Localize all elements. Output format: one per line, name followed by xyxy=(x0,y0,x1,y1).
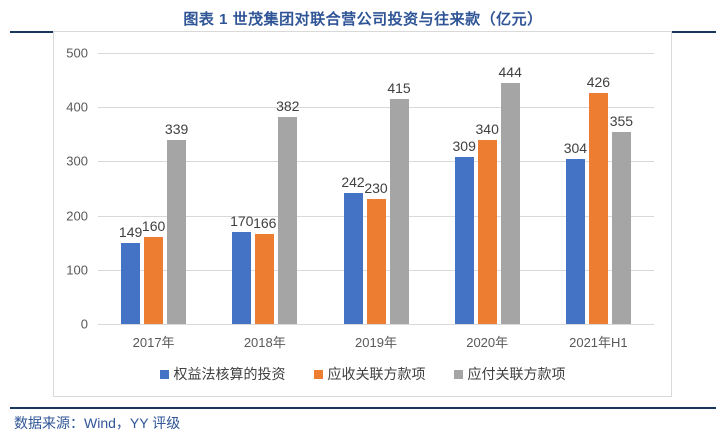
source-note: 数据来源：Wind，YY 评级 xyxy=(14,415,181,431)
value-label: 160 xyxy=(141,218,166,235)
chart-area: 0 100 200 300 400 500 2017年 149 160 339 2018年 170 16… xyxy=(53,31,672,397)
bar-应收关联方款项-2018年 xyxy=(255,234,275,324)
value-label: 444 xyxy=(498,64,522,81)
gridline xyxy=(98,107,654,109)
bar-权益法核算的投资-2020年 xyxy=(454,156,474,324)
chart-legend: 权益法核算的投资 应收关联方款项 应付关联方款项 xyxy=(54,364,671,384)
x-axis-tick-label: 2021年H1 xyxy=(569,335,628,350)
legend-item-equity-investment: 权益法核算的投资 xyxy=(159,364,286,384)
bar-权益法核算的投资-2017年 xyxy=(121,243,141,324)
x-axis-tick-label: 2019年 xyxy=(355,335,397,350)
bar-应付关联方款项-2020年 xyxy=(500,83,520,324)
value-label: 339 xyxy=(164,121,189,138)
legend-swatch-blue-icon xyxy=(159,369,169,379)
value-label: 304 xyxy=(563,140,588,157)
legend-item-receivables: 应收关联方款项 xyxy=(313,364,426,384)
legend-item-payables: 应付关联方款项 xyxy=(453,364,566,384)
bar-应收关联方款项-2017年 xyxy=(144,237,164,324)
value-label: 149 xyxy=(118,224,143,241)
gridline xyxy=(98,324,654,325)
bar-应付关联方款项-2021年H1 xyxy=(611,131,631,324)
value-label: 230 xyxy=(364,180,388,197)
bar-权益法核算的投资-2021年H1 xyxy=(565,159,585,324)
gridline xyxy=(98,161,654,163)
y-axis-tick-label: 200 xyxy=(66,208,88,224)
value-label: 415 xyxy=(387,80,411,97)
legend-label: 权益法核算的投资 xyxy=(173,366,286,382)
bottom-rule xyxy=(10,407,716,409)
bar-权益法核算的投资-2018年 xyxy=(232,231,252,324)
value-label: 170 xyxy=(230,212,254,229)
x-axis-tick-label: 2017年 xyxy=(132,335,175,350)
legend-swatch-orange-icon xyxy=(313,369,323,379)
value-label: 355 xyxy=(609,112,634,129)
value-label: 242 xyxy=(341,173,365,190)
y-axis-tick-label: 300 xyxy=(66,153,88,169)
y-axis-tick-label: 0 xyxy=(80,316,88,332)
figure-title: 图表 1 世茂集团对联合营公司投资与往来款（亿元） xyxy=(183,11,543,28)
bar-应付关联方款项-2018年 xyxy=(278,116,298,324)
legend-label: 应收关联方款项 xyxy=(327,366,426,382)
bar-应收关联方款项-2019年 xyxy=(366,199,386,324)
bar-应付关联方款项-2017年 xyxy=(167,140,187,324)
x-axis-tick-label: 2018年 xyxy=(243,335,286,350)
legend-label: 应付关联方款项 xyxy=(467,366,566,382)
y-axis-tick-label: 500 xyxy=(66,45,88,61)
bar-应收关联方款项-2020年 xyxy=(477,139,497,324)
y-axis-tick-label: 400 xyxy=(66,99,88,115)
value-label: 426 xyxy=(586,74,611,91)
bar-应收关联方款项-2021年H1 xyxy=(588,93,608,324)
value-label: 382 xyxy=(276,97,300,114)
y-axis-tick-label: 100 xyxy=(66,262,88,278)
gridline xyxy=(98,53,654,54)
plot-area: 0 100 200 300 400 500 2017年 149 160 339 2018年 170 16… xyxy=(54,32,671,396)
value-label: 166 xyxy=(253,215,277,232)
legend-swatch-gray-icon xyxy=(453,369,463,379)
value-label: 309 xyxy=(452,137,476,154)
x-axis-tick-label: 2020年 xyxy=(466,335,509,350)
bar-应付关联方款项-2019年 xyxy=(389,99,409,324)
value-label: 340 xyxy=(475,120,499,137)
bar-权益法核算的投资-2019年 xyxy=(343,192,363,324)
